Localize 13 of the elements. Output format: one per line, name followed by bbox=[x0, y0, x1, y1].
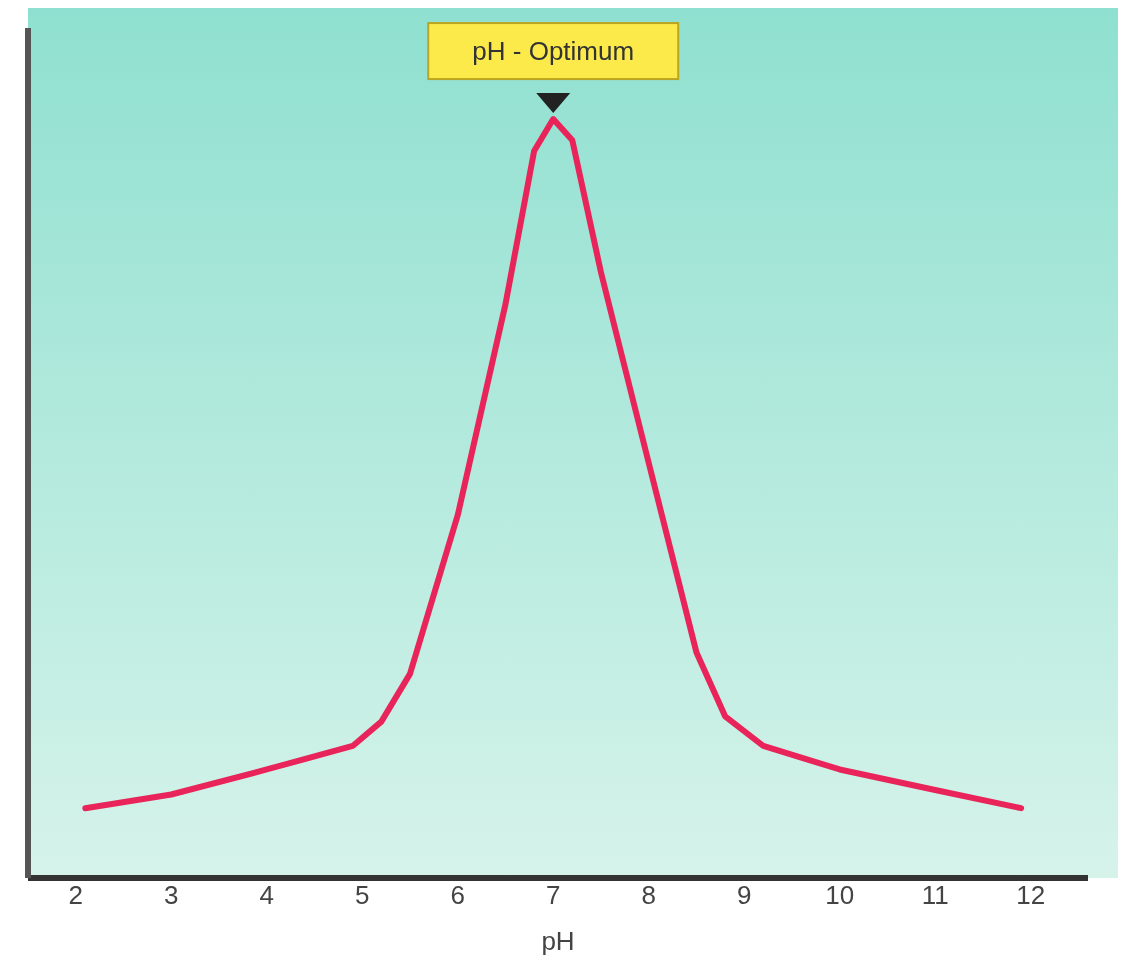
x-tick-label: 12 bbox=[1016, 880, 1046, 911]
x-axis-title: pH bbox=[541, 926, 575, 956]
annotation: pH - Optimum bbox=[472, 36, 635, 67]
x-tick-label: 11 bbox=[921, 880, 949, 911]
x-tick-label: 4 bbox=[259, 880, 274, 911]
x-tick-label: 7 bbox=[545, 880, 561, 911]
x-tick-label: 2 bbox=[68, 880, 83, 911]
x-tick-label: 3 bbox=[164, 880, 179, 911]
x-tick-label: 5 bbox=[355, 880, 370, 911]
x-tick-label: 9 bbox=[736, 880, 752, 911]
x-tick-label: 6 bbox=[450, 880, 465, 911]
x-tick-label: 8 bbox=[641, 880, 656, 911]
x-tick-label: 10 bbox=[825, 880, 855, 911]
